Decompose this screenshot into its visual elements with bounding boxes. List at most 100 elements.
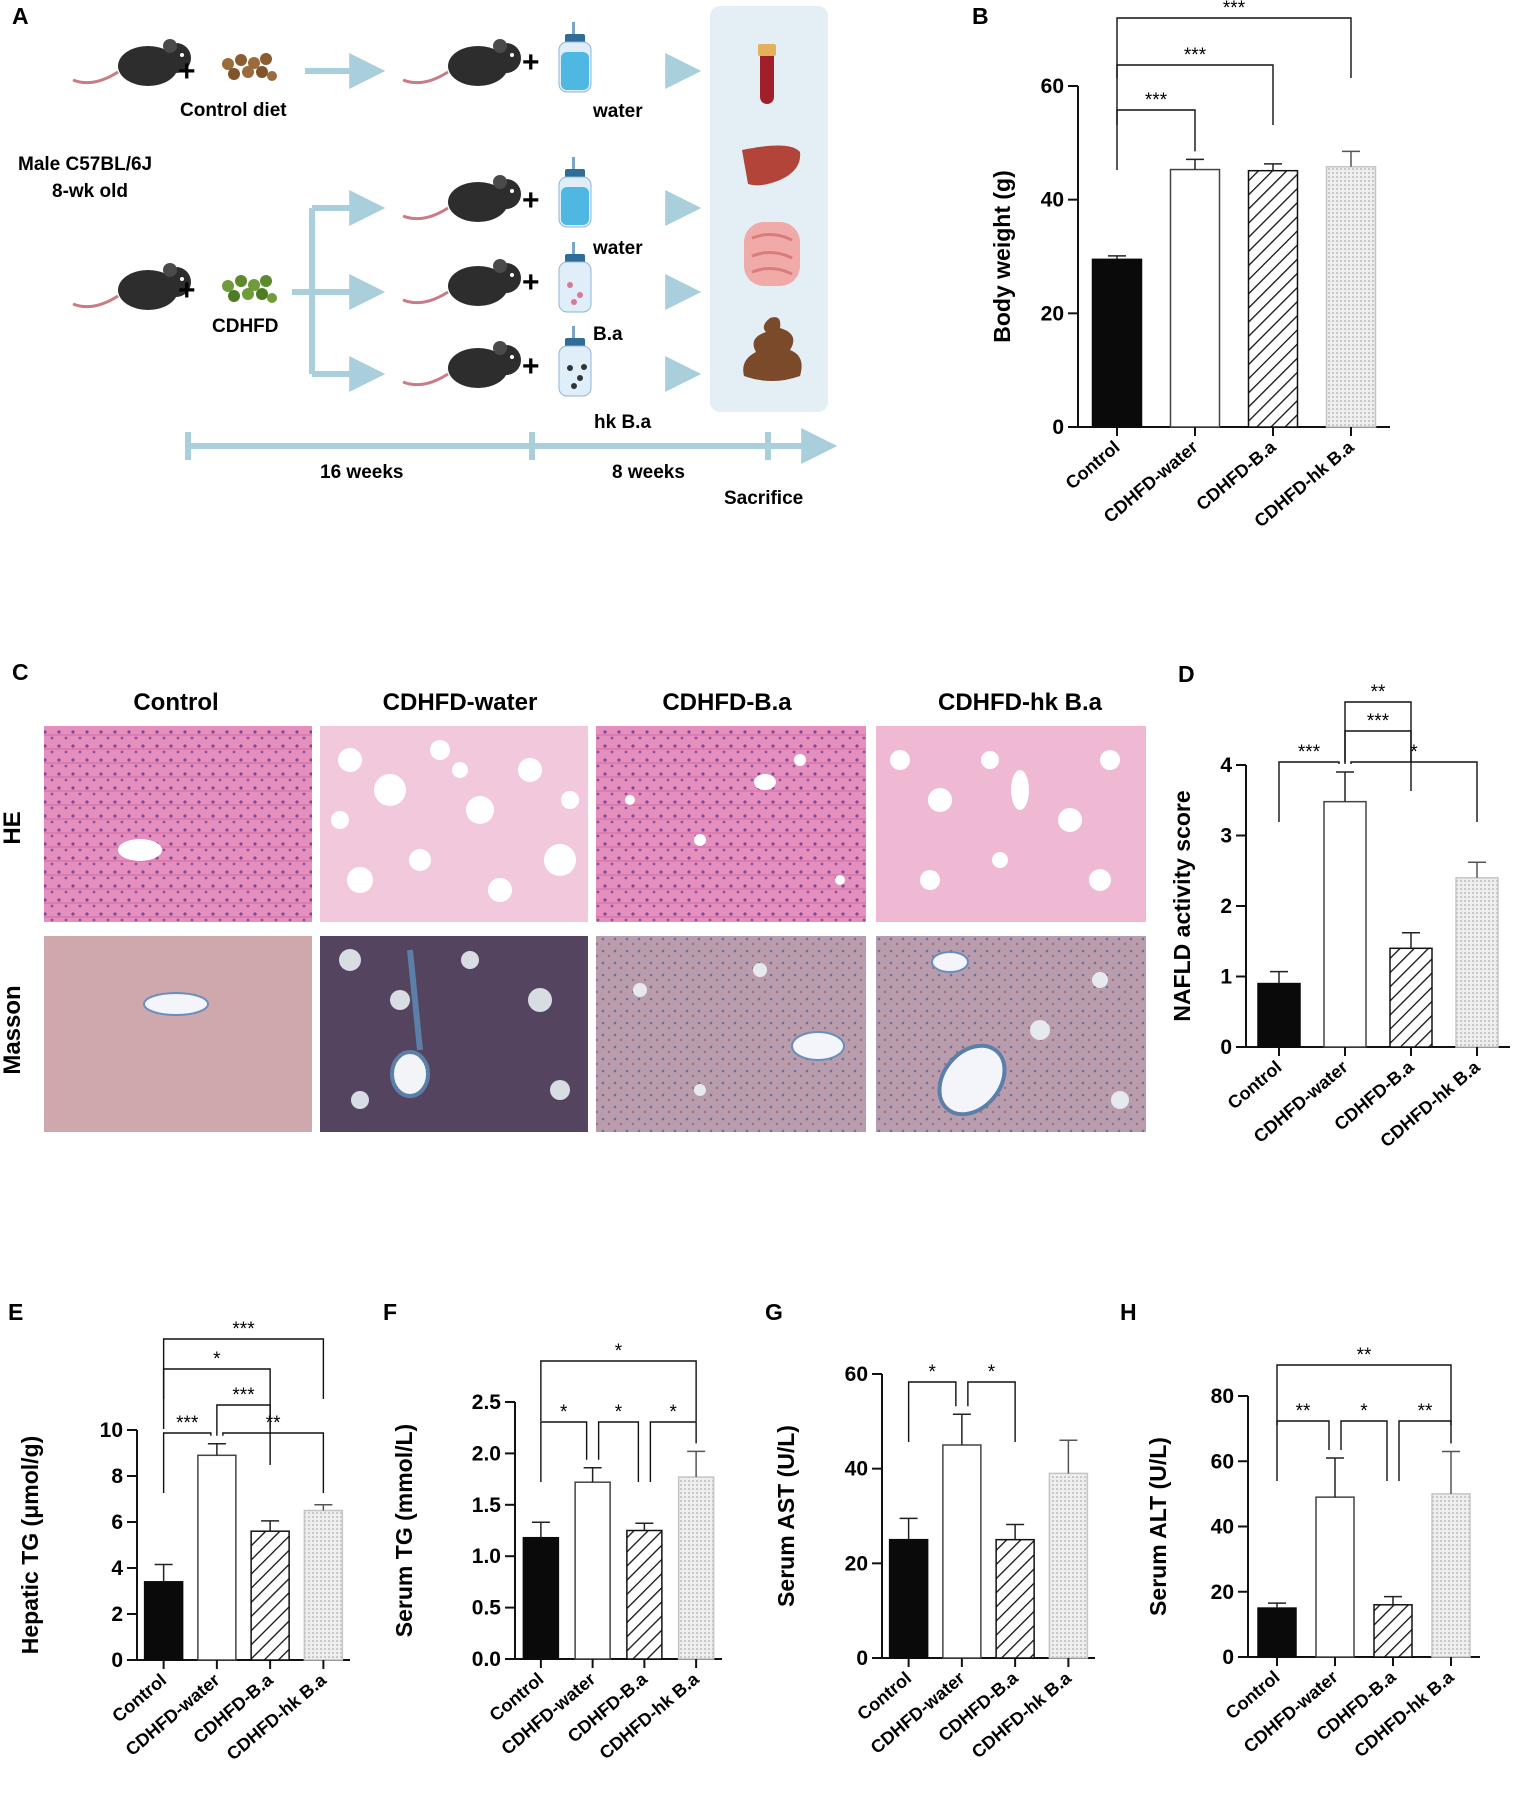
- mouse-age-label: 8-wk old: [52, 181, 128, 202]
- y-tick-label: 6: [111, 1511, 123, 1534]
- significance-bracket: [1340, 1420, 1388, 1481]
- significance-label: *: [670, 1402, 678, 1423]
- bar: [888, 1538, 929, 1659]
- x-category-label: Control: [1062, 437, 1124, 493]
- panel-c-histology: C Control CDHFD-water CDHFD-B.a CDHFD-hk…: [0, 659, 1146, 1132]
- significance-bracket: [1344, 730, 1412, 791]
- y-tick-label: 3: [1220, 825, 1232, 848]
- panel-label-h: H: [1120, 1299, 1137, 1325]
- histology-row-header: HE: [0, 811, 26, 844]
- significance-label: ***: [1298, 742, 1321, 763]
- significance-bracket: [540, 1421, 588, 1482]
- y-tick-label: 1.0: [472, 1545, 501, 1568]
- histology-row-header: Masson: [0, 985, 26, 1074]
- y-tick-label: 4: [1220, 754, 1232, 777]
- masson-image-control: [44, 936, 312, 1132]
- bar: [522, 1536, 560, 1660]
- period-8-weeks: 8 weeks: [612, 462, 685, 483]
- intestine-icon: [744, 222, 800, 286]
- masson-image-cdhfd-water: [320, 936, 588, 1132]
- y-tick-label: 60: [1041, 75, 1064, 98]
- y-tick-label: 20: [1041, 302, 1064, 325]
- significance-bracket: [1116, 17, 1352, 78]
- histology-column-header: CDHFD-B.a: [662, 689, 792, 716]
- significance-label: **: [266, 1413, 281, 1434]
- y-tick-label: 0: [111, 1649, 123, 1672]
- y-tick-label: 1.5: [472, 1494, 502, 1517]
- significance-bracket: [597, 1421, 640, 1482]
- panel-label-e: E: [8, 1299, 23, 1325]
- histology-column-header: Control: [133, 689, 218, 716]
- significance-bracket: [967, 1381, 1016, 1442]
- x-category-label: CDHFD-hk B.a: [1350, 1666, 1458, 1761]
- panel-label-b: B: [972, 3, 989, 29]
- y-axis-title: Serum ALT (U/L): [1145, 1437, 1171, 1616]
- period-16-weeks: 16 weeks: [320, 462, 403, 483]
- panel-label-d: D: [1178, 661, 1195, 687]
- y-tick-label: 0: [1222, 1646, 1234, 1669]
- significance-label: **: [1296, 1401, 1311, 1422]
- mouse-strain-label: Male C57BL/6J: [18, 154, 152, 175]
- mouse-icon: [71, 261, 193, 312]
- significance-label: ***: [232, 1385, 255, 1406]
- bar: [677, 1476, 715, 1660]
- y-tick-label: 2: [1220, 895, 1232, 918]
- he-image-cdhfd-water: [320, 726, 588, 922]
- he-image-control: [44, 726, 312, 922]
- significance-bracket: [649, 1421, 697, 1482]
- significance-bracket: [907, 1381, 957, 1442]
- y-tick-label: 0.0: [472, 1648, 501, 1671]
- significance-bracket: [1398, 1420, 1452, 1481]
- significance-label: *: [560, 1402, 568, 1423]
- bar: [143, 1581, 184, 1661]
- bar: [1323, 800, 1367, 1048]
- significance-bracket: [162, 1432, 212, 1493]
- y-tick-label: 20: [1211, 1581, 1234, 1604]
- y-tick-label: 20: [845, 1552, 868, 1575]
- significance-bracket: [1278, 761, 1340, 822]
- liver-icon: [742, 145, 801, 186]
- x-category-label: Control: [1224, 1057, 1286, 1113]
- food-pellets-icon: [222, 53, 277, 81]
- significance-bracket: [216, 1404, 271, 1465]
- svg-text:+: +: [522, 184, 540, 217]
- significance-bracket: [1350, 761, 1478, 822]
- panel-label-c: C: [12, 659, 29, 685]
- y-tick-label: 2.5: [472, 1391, 502, 1414]
- feces-icon: [743, 317, 802, 381]
- significance-label: ***: [232, 1319, 255, 1340]
- blood-tube-icon: [758, 44, 776, 104]
- bar: [250, 1530, 290, 1661]
- sacrifice-label: Sacrifice: [724, 488, 803, 509]
- bar: [1247, 169, 1299, 428]
- significance-label: *: [988, 1362, 996, 1383]
- sacrifice-panel-bg: [710, 6, 828, 412]
- bar: [1373, 1604, 1413, 1658]
- y-tick-label: 4: [111, 1557, 123, 1580]
- ba-label: B.a: [593, 324, 623, 345]
- svg-text:+: +: [522, 350, 540, 383]
- significance-label: *: [929, 1362, 937, 1383]
- significance-label: **: [1418, 1401, 1433, 1422]
- bar: [1325, 165, 1377, 428]
- bar: [1257, 982, 1301, 1048]
- bar: [1257, 1607, 1297, 1658]
- panel-label-a: A: [12, 3, 29, 29]
- histology-column-header: CDHFD-water: [383, 689, 538, 716]
- bar: [1455, 877, 1499, 1048]
- bar: [942, 1444, 982, 1659]
- y-tick-label: 0: [856, 1647, 868, 1670]
- histology-column-header: CDHFD-hk B.a: [938, 689, 1103, 716]
- x-category-label: CDHFD-water: [122, 1670, 224, 1760]
- bar: [1091, 258, 1143, 428]
- svg-text:+: +: [522, 46, 540, 79]
- bar: [574, 1481, 611, 1660]
- food-pellets-icon: [222, 275, 277, 303]
- bar: [1315, 1496, 1355, 1658]
- y-tick-label: 10: [100, 1419, 123, 1442]
